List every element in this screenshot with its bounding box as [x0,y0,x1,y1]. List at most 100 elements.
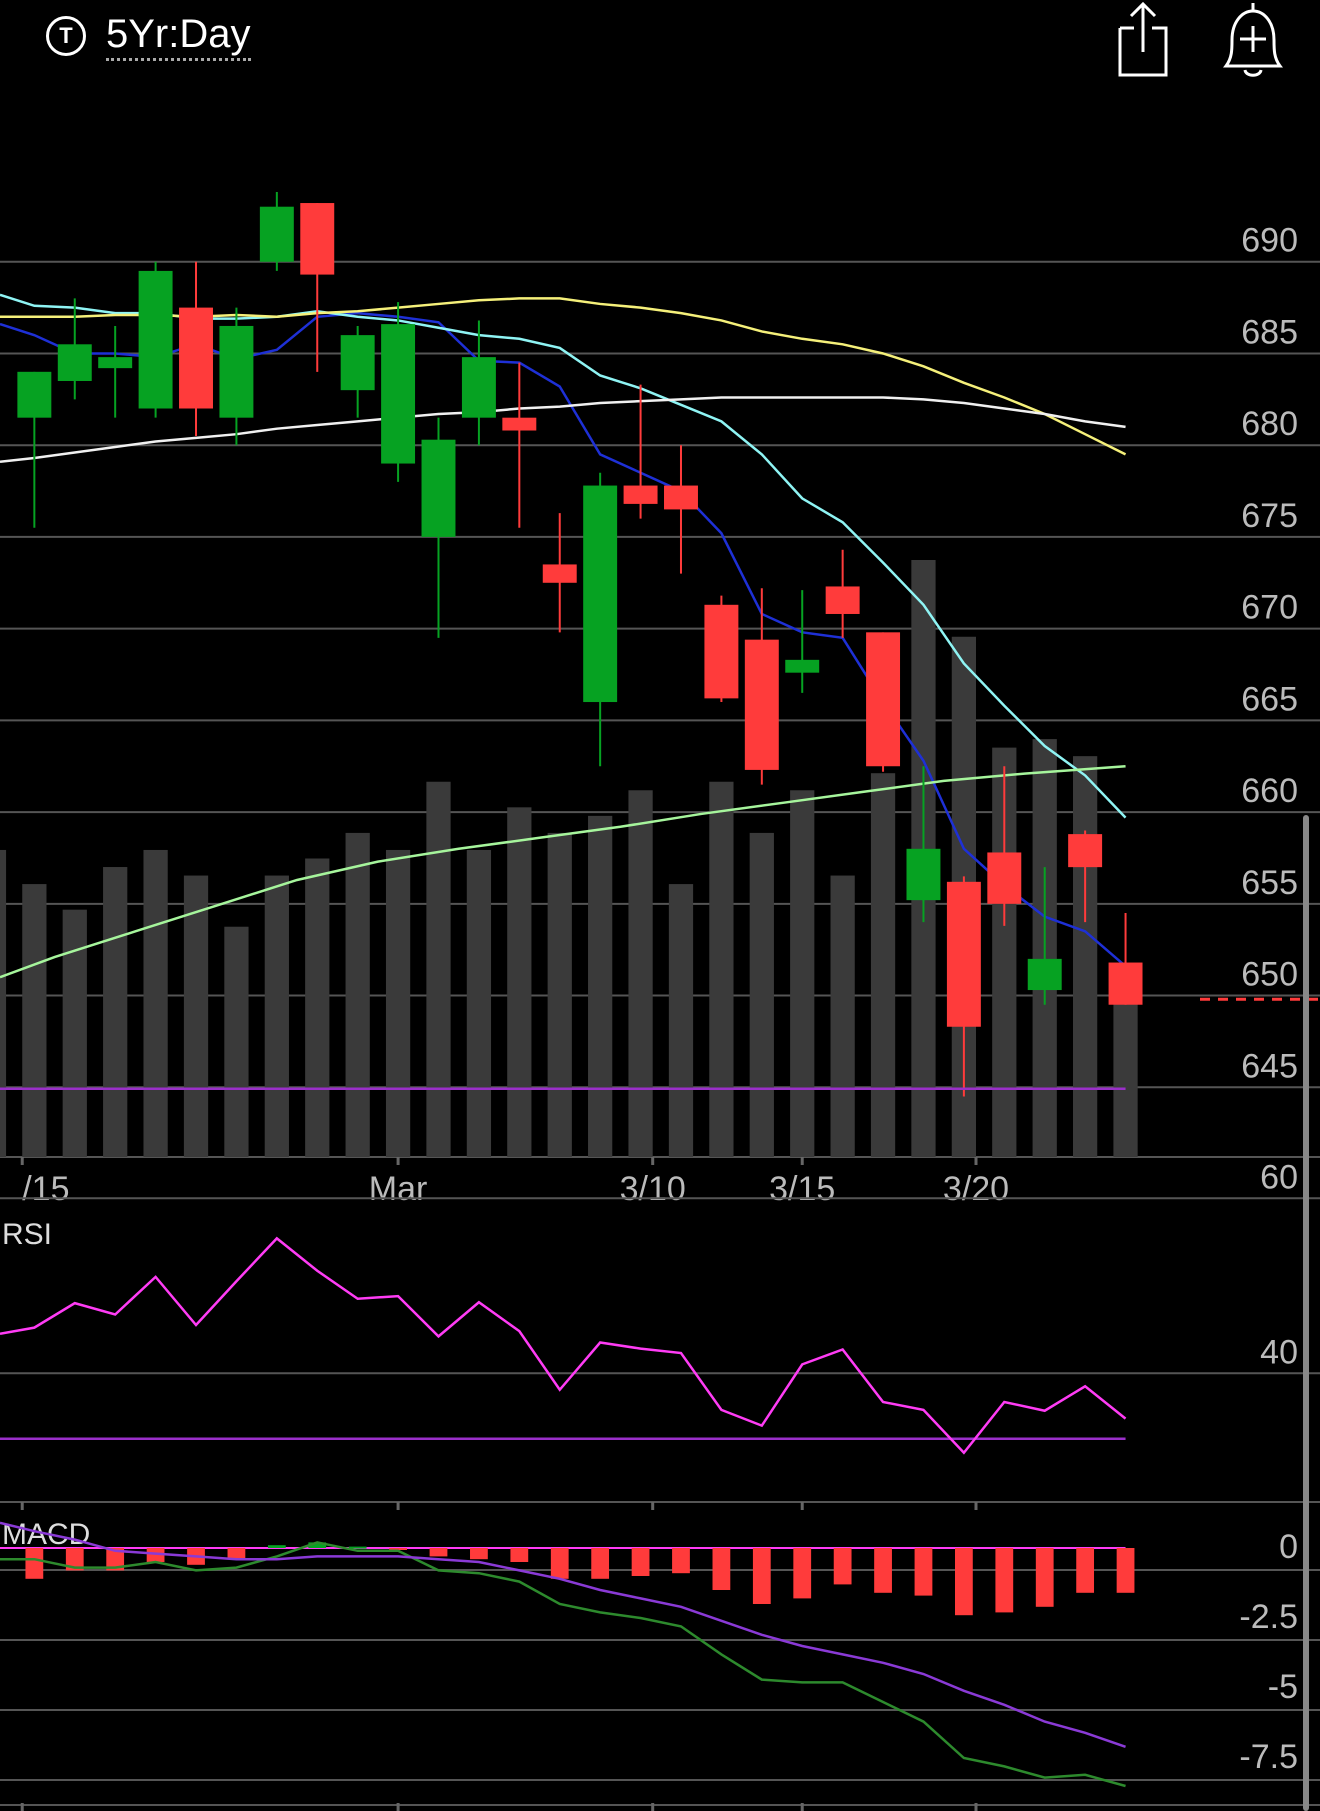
price-tick-label: 650 [1241,956,1298,994]
volume-bar [183,875,209,1157]
range-selector[interactable]: 5Yr:Day [106,10,251,61]
candle [179,261,213,437]
rsi-title: RSI [2,1218,52,1251]
candle [1027,867,1062,1005]
volume-bar [103,867,128,1157]
candle [98,325,133,418]
volume-bar [668,884,694,1157]
candle [946,876,981,1097]
volume-bar [547,832,572,1157]
volume-bar [426,781,451,1157]
candle [987,766,1022,926]
x-tick-label: 3/20 [943,1170,1009,1208]
candle-body [946,881,981,1027]
candle-body [300,203,335,275]
macd-panel: MACD 0-2.5-5-7.5 [0,1518,1320,1811]
macd-histogram-bar [510,1548,529,1562]
volume-bar [628,790,653,1157]
candle-body [17,371,52,418]
macd-histogram-bar [752,1548,771,1604]
volume-bar [345,832,370,1157]
macd-histogram-bar [874,1548,892,1593]
macd-histogram-bar [1116,1548,1135,1593]
candle [583,472,618,767]
macd-signal-line [0,1521,1126,1748]
candle-body [98,357,133,369]
volume-bar [385,849,411,1157]
price-panel: 690 685 680 675 670 665 660 655 650 645 /15 Mar 3/1… [0,192,1320,1208]
volume-bar [507,807,532,1157]
volume-bar [143,849,168,1157]
macd-histogram-bar [995,1548,1014,1613]
candle [381,302,416,482]
volume-bar [466,849,492,1157]
macd-histogram-bar [1076,1548,1095,1593]
macd-tick-label: -5 [1268,1668,1298,1706]
price-tick-label: 690 [1241,222,1298,260]
macd-histogram-bar [1035,1548,1054,1607]
ticker-icon[interactable]: T [46,16,86,56]
candle [259,192,294,271]
candle-body [825,586,860,614]
price-tick-label: 660 [1241,772,1298,810]
volume-bar [790,790,815,1157]
price-tick-label: 670 [1241,589,1298,627]
candle-body [340,335,375,391]
candle [1068,830,1103,923]
macd-histogram-bar [25,1548,44,1579]
macd-histogram-bar [267,1545,286,1548]
macd-histogram-bar [348,1546,367,1549]
macd-histogram-bar [914,1548,933,1596]
candle-body [381,324,416,464]
candle-body [219,325,254,418]
volume-bar [224,926,249,1157]
candle [1108,913,1143,1005]
volume-bar [830,875,855,1157]
candle-body [744,639,779,770]
candle [502,362,537,528]
macd-histogram-bar [65,1548,84,1571]
bell-plus-icon[interactable] [1218,0,1288,80]
macd-histogram-bar [793,1548,812,1599]
candle-body [502,417,537,431]
candle [866,632,901,772]
chart-header: T 5Yr:Day [0,0,1320,80]
candle-body [1068,834,1103,868]
share-icon[interactable] [1112,0,1172,80]
volume-bar [22,884,47,1157]
moving-average-line [0,396,1126,463]
candle-body [906,848,941,901]
macd-histogram-bar [833,1548,852,1585]
macd-tick-label: -2.5 [1239,1598,1298,1636]
candle-body [57,344,92,381]
volume-bar [305,858,330,1157]
volume-bar [749,832,774,1157]
candle [421,417,456,638]
price-tick-label: 645 [1241,1047,1298,1085]
macd-tick-label: 0 [1279,1528,1298,1566]
candle-body [987,852,1022,904]
candle [138,261,173,418]
candle-body [1027,958,1062,991]
candle [906,766,941,923]
macd-histogram-bar [308,1542,327,1548]
volume-bar [0,849,7,1157]
candle [664,445,698,574]
volume-bar [264,875,289,1157]
price-tick-label: 685 [1241,313,1298,351]
price-tick-label: 680 [1241,405,1298,443]
macd-line [0,1541,1126,1788]
candle [17,371,52,528]
macd-histogram-bar [429,1548,448,1557]
candle-body [461,357,496,418]
macd-histogram-bar [954,1548,973,1616]
macd-histogram-bar [712,1548,731,1590]
candle-body [259,206,294,262]
candle-body [785,659,820,673]
price-tick-label: 655 [1241,864,1298,902]
volume-bar [709,781,734,1157]
candle [57,298,92,400]
macd-histogram-bar [106,1548,125,1571]
candle-body [1108,962,1143,1005]
